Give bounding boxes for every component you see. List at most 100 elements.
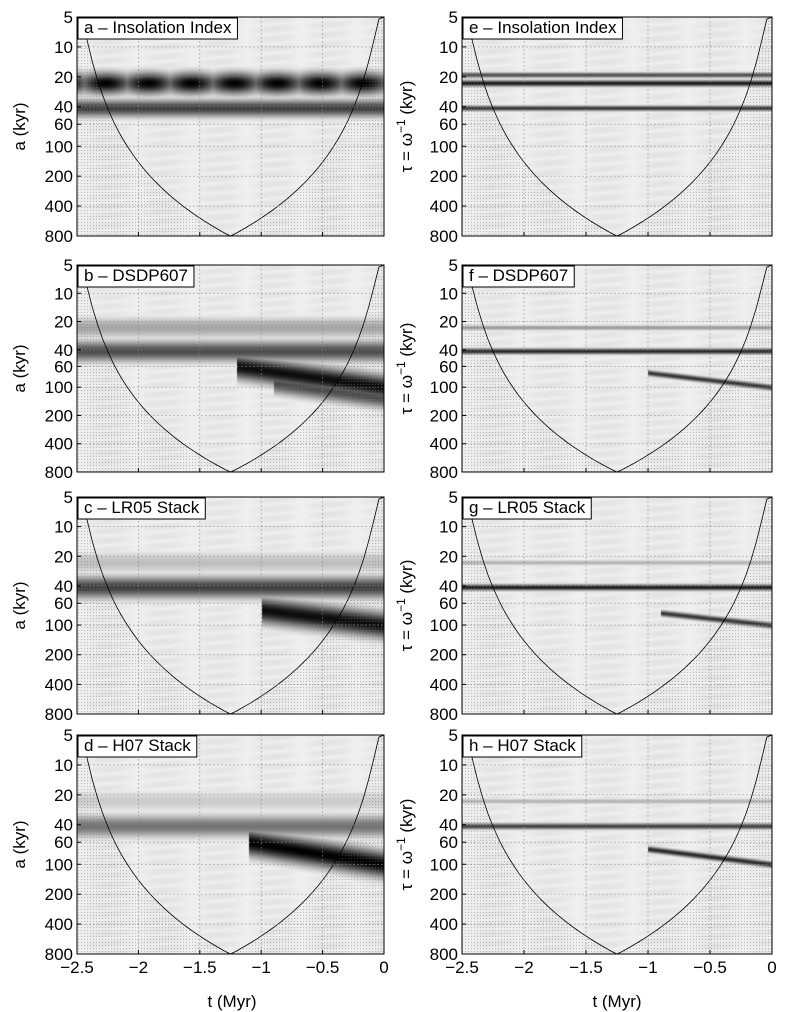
panel-title: a – Insolation Index: [84, 18, 232, 37]
y-tick-label: 20: [54, 68, 73, 87]
y-tick-label: 40: [54, 98, 73, 117]
plot-frame: [76, 734, 385, 955]
y-tick-label: 40: [439, 98, 458, 117]
y-tick-label: 5: [64, 256, 73, 275]
y-tick-label: 800: [430, 705, 458, 724]
y-tick-label: 100: [45, 137, 73, 156]
panel-title: e – Insolation Index: [469, 18, 617, 37]
y-tick-label: 800: [45, 463, 73, 482]
y-tick-label: 400: [45, 197, 73, 216]
y-tick-label: 20: [439, 547, 458, 566]
x-axis-label-right: t (Myr): [592, 992, 641, 1011]
y-tick-label: 40: [54, 816, 73, 835]
x-tick-label: −1: [638, 958, 657, 977]
y-tick-label: 400: [430, 915, 458, 934]
y-tick-label: 800: [430, 945, 458, 964]
y-tick-label: 100: [45, 616, 73, 635]
y-tick-label: 800: [45, 945, 73, 964]
y-axis-label: τ = ω−1 (kyr): [394, 81, 416, 173]
y-tick-label: 200: [45, 167, 73, 186]
y-tick-label: 40: [54, 577, 73, 596]
y-tick-label: 200: [45, 885, 73, 904]
cone-of-influence-hatch: [77, 265, 384, 472]
cone-of-influence-hatch: [462, 265, 772, 472]
y-axis-label: τ = ω−1 (kyr): [394, 799, 416, 891]
panel-title-frame: [77, 497, 206, 520]
x-tick-label: −2: [514, 958, 533, 977]
y-tick-label: 60: [439, 594, 458, 613]
panel-title-frame: [462, 735, 583, 758]
panel-title-box: e – Insolation Index: [462, 17, 623, 40]
y-tick-label: 40: [439, 577, 458, 596]
y-tick-label: 400: [45, 435, 73, 454]
y-axis-label: τ = ω−1 (kyr): [394, 323, 416, 415]
cone-of-influence-hatch: [462, 17, 772, 236]
y-tick-label: 60: [54, 833, 73, 852]
y-tick-label: 10: [54, 756, 73, 775]
y-tick-label: 100: [430, 378, 458, 397]
y-tick-label: 40: [54, 341, 73, 360]
x-tick-label: 0: [379, 958, 388, 977]
y-tick-label: 10: [54, 284, 73, 303]
panel-title-frame: [77, 735, 198, 758]
cone-of-influence-hatch: [462, 735, 772, 954]
y-tick-label: 60: [54, 357, 73, 376]
y-tick-label: 20: [439, 68, 458, 87]
plot-frame: [76, 264, 385, 473]
x-tick-label: −1: [252, 958, 271, 977]
plot-frame: [461, 496, 773, 715]
y-tick-label: 800: [430, 463, 458, 482]
y-tick-label: 10: [439, 756, 458, 775]
y-tick-label: 60: [439, 833, 458, 852]
y-tick-label: 100: [430, 137, 458, 156]
x-tick-label: −2.5: [445, 958, 479, 977]
y-tick-label: 20: [439, 786, 458, 805]
cone-of-influence-hatch: [77, 497, 384, 714]
panel-title: g – LR05 Stack: [469, 498, 586, 517]
panel-title-box: d – H07 Stack: [77, 735, 198, 758]
x-axis-label-left: t (Myr): [207, 992, 256, 1011]
plot-frame: [76, 16, 385, 237]
y-tick-label: 400: [430, 197, 458, 216]
cone-of-influence-hatch: [77, 735, 384, 954]
y-tick-label: 5: [449, 726, 458, 745]
panel-title: b – DSDP607: [84, 266, 188, 285]
y-tick-label: 10: [439, 518, 458, 537]
y-axis-label: a (kyr): [10, 102, 29, 150]
y-tick-label: 200: [430, 167, 458, 186]
y-tick-label: 400: [430, 435, 458, 454]
y-tick-label: 10: [439, 284, 458, 303]
x-tick-label: 0: [767, 958, 776, 977]
y-tick-label: 100: [45, 378, 73, 397]
y-tick-label: 400: [45, 915, 73, 934]
y-tick-label: 10: [54, 38, 73, 57]
y-tick-label: 20: [54, 313, 73, 332]
y-tick-label: 5: [64, 488, 73, 507]
y-tick-label: 60: [439, 357, 458, 376]
y-axis-label: τ = ω−1 (kyr): [394, 560, 416, 652]
plot-frame: [461, 264, 773, 473]
y-tick-label: 800: [45, 227, 73, 246]
x-tick-label: −2.5: [60, 958, 94, 977]
cone-of-influence-hatch: [77, 17, 384, 236]
panel-title: h – H07 Stack: [469, 736, 576, 755]
x-tick-label: −0.5: [306, 958, 340, 977]
panel-title-frame: [462, 17, 623, 40]
y-tick-label: 60: [54, 594, 73, 613]
y-tick-label: 200: [45, 646, 73, 665]
panel-title: f – DSDP607: [469, 266, 568, 285]
panel-title-box: h – H07 Stack: [462, 735, 583, 758]
y-tick-label: 40: [439, 341, 458, 360]
y-tick-label: 20: [54, 547, 73, 566]
plot-frame: [76, 496, 385, 715]
y-tick-label: 400: [430, 675, 458, 694]
y-tick-label: 10: [54, 518, 73, 537]
y-tick-label: 200: [430, 646, 458, 665]
y-tick-label: 200: [430, 885, 458, 904]
